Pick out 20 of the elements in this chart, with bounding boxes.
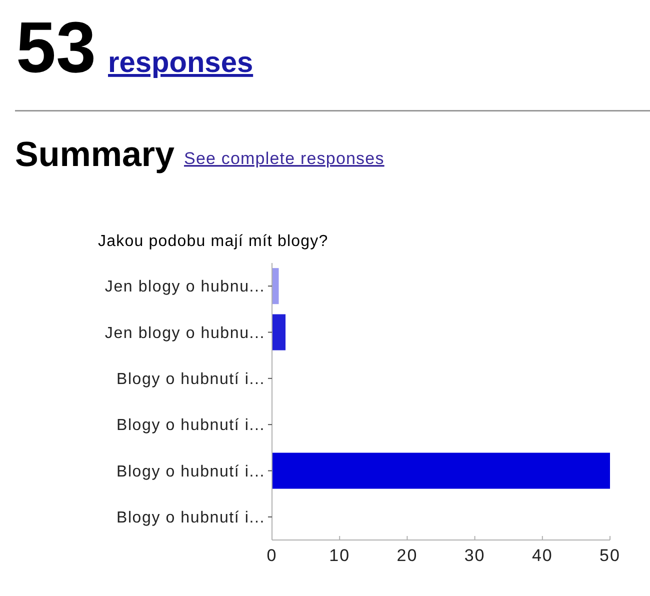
y-tick-label: Blogy o hubnutí i... <box>116 463 265 480</box>
x-tick-label: 20 <box>396 546 418 565</box>
text: responses <box>108 47 254 79</box>
text: See complete responses <box>184 149 384 168</box>
y-tick-label: Blogy o hubnutí i... <box>116 417 265 434</box>
x-tick-label: 50 <box>600 546 620 565</box>
bar <box>272 268 279 304</box>
x-tick-label: 0 <box>266 546 278 565</box>
chart-title: Jakou podobu mají mít blogy? <box>98 233 328 250</box>
x-tick-label: 30 <box>464 546 486 565</box>
text: Summary <box>15 135 176 174</box>
x-tick-label: 40 <box>532 546 553 565</box>
y-tick-label: Jen blogy o hubnu... <box>104 278 265 296</box>
y-tick-label: Blogy o hubnutí i... <box>116 509 265 526</box>
y-tick-label: Blogy o hubnutí i... <box>116 370 265 388</box>
bar <box>272 452 610 489</box>
y-tick-label: Jen blogy o hubnu... <box>104 324 265 342</box>
x-tick-label: 10 <box>329 546 350 565</box>
bar <box>272 314 286 350</box>
text: 53 <box>16 8 96 88</box>
